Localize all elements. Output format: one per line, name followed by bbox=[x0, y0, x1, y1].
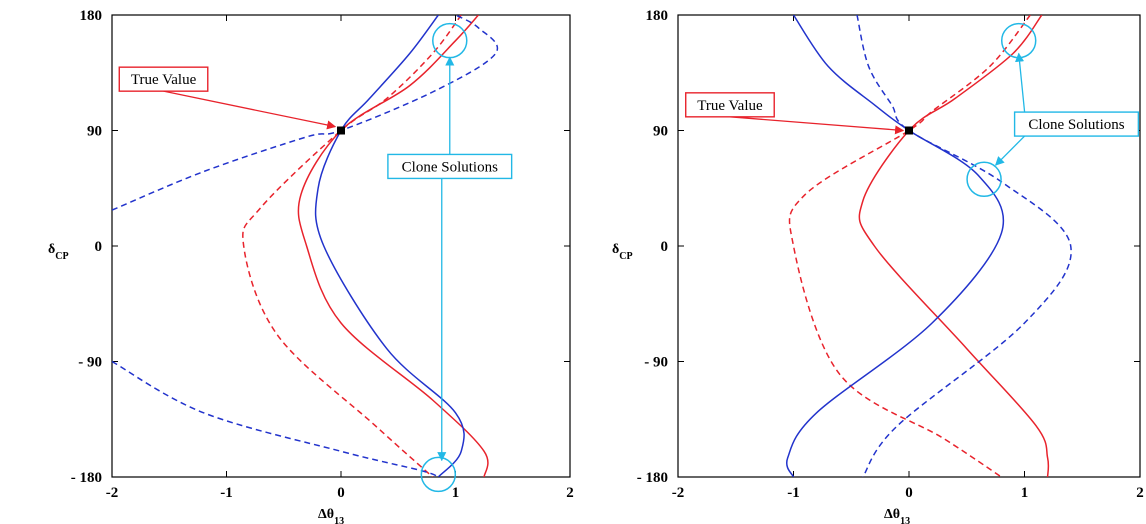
left-ytick-label: 180 bbox=[80, 8, 103, 24]
left-annotation-arrow-0-0 bbox=[163, 90, 337, 130]
left-annotation-box-0 bbox=[118, 66, 209, 92]
left-curves bbox=[112, 15, 499, 477]
right-annotation-arrow-1-0 bbox=[1015, 52, 1026, 113]
left-curve-blue-dashed-4 bbox=[112, 360, 439, 477]
left-ytick-label: - 180 bbox=[71, 470, 102, 486]
right-xtick-label: 1 bbox=[1021, 485, 1029, 501]
left-clone-circle-1 bbox=[420, 456, 457, 493]
left-ytick-label: 0 bbox=[95, 239, 103, 255]
right-ytick-label: - 90 bbox=[644, 355, 668, 371]
left-xtick-label: -2 bbox=[106, 485, 119, 501]
right-annotation-arrow-1-1 bbox=[994, 135, 1026, 166]
left-curve-blue-solid-2 bbox=[314, 15, 465, 477]
right-xtick-label: -1 bbox=[787, 485, 800, 501]
right-clone-circle-1 bbox=[966, 161, 1002, 198]
right-annotation-label-0: True Value bbox=[697, 98, 763, 114]
left-true-value-point bbox=[337, 126, 345, 135]
right-xtick-label: 2 bbox=[1136, 485, 1144, 501]
left-annotation-label-0: True Value bbox=[131, 72, 197, 88]
left-xtick-label: -1 bbox=[220, 485, 233, 501]
right-curves bbox=[786, 15, 1072, 477]
left-panel: -2 -1 0 1 2 - 180 - 90 0 90 180 True Value Clone So… bbox=[48, 8, 574, 524]
left-xtick-label: 2 bbox=[566, 485, 574, 501]
right-ytick-label: 90 bbox=[653, 124, 668, 140]
right-ytick-label: 0 bbox=[661, 239, 669, 255]
right-ytick-label: 180 bbox=[646, 8, 669, 24]
left-plot-layer: -2 -1 0 1 2 - 180 - 90 0 90 180 True Value Clone So… bbox=[71, 8, 574, 501]
right-true-value-point bbox=[905, 126, 913, 135]
left-xtick-label: 0 bbox=[337, 485, 345, 501]
left-ytick-label: - 90 bbox=[78, 355, 102, 371]
right-panel: -2 -1 0 1 2 - 180 - 90 0 90 180 True Value Clone So… bbox=[612, 8, 1144, 524]
right-curve-red-dashed-1 bbox=[788, 15, 1031, 477]
left-annotation-box-1 bbox=[387, 153, 513, 180]
right-ytick-label: - 180 bbox=[637, 470, 668, 486]
right-ylabel: δCP bbox=[612, 242, 633, 262]
left-annotation-label-1: Clone Solutions bbox=[402, 159, 498, 175]
right-clone-circle-0 bbox=[1000, 22, 1037, 59]
right-curve-blue-solid-2 bbox=[786, 15, 1005, 477]
left-curve-red-solid-0 bbox=[297, 15, 489, 477]
right-xlabel: Δθ13 bbox=[884, 507, 910, 524]
right-curve-blue-dashed-3 bbox=[856, 15, 1072, 477]
right-annotation-box-1 bbox=[1013, 111, 1140, 137]
left-xtick-label: 1 bbox=[452, 485, 460, 501]
right-xtick-label: 0 bbox=[905, 485, 913, 501]
left-curve-blue-dashed-3 bbox=[112, 15, 499, 211]
right-xtick-label: -2 bbox=[672, 485, 685, 501]
left-xlabel: Δθ13 bbox=[318, 507, 344, 524]
left-clone-circle-0 bbox=[432, 22, 468, 59]
right-annotation-box-0 bbox=[685, 92, 775, 118]
right-plot-layer: -2 -1 0 1 2 - 180 - 90 0 90 180 True Value Clone So… bbox=[637, 8, 1144, 501]
right-annotation-label-1: Clone Solutions bbox=[1028, 117, 1124, 133]
left-ylabel: δCP bbox=[48, 242, 69, 262]
left-curve-red-dashed-1 bbox=[242, 15, 462, 477]
right-annotation-arrow-0-0 bbox=[729, 116, 905, 135]
left-ytick-label: 90 bbox=[87, 124, 102, 140]
right-curve-red-solid-0 bbox=[858, 15, 1050, 477]
